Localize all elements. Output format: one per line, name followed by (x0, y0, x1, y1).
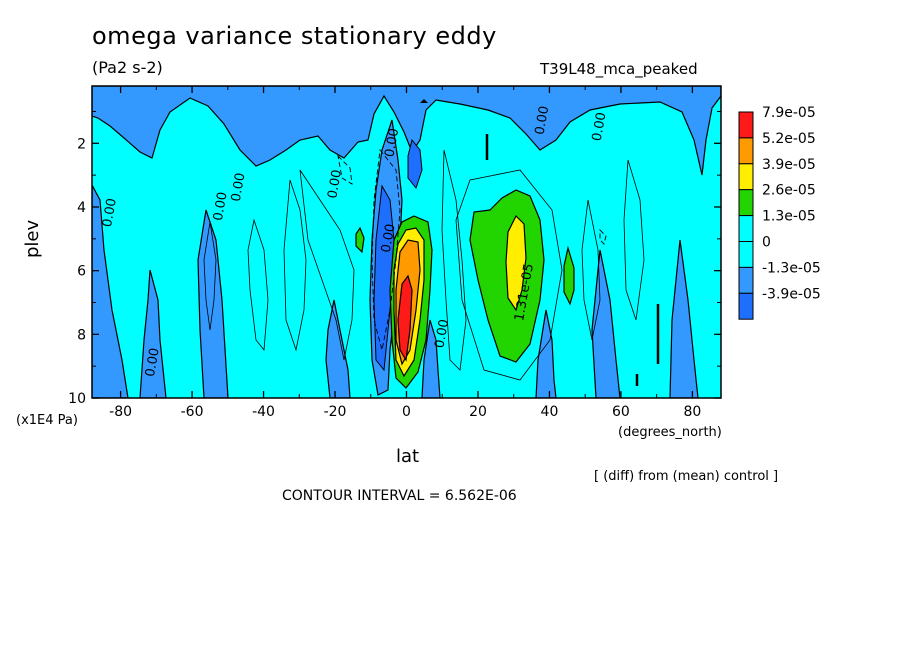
neg-region-minus18 (325, 299, 351, 398)
neg-region-plus5 (421, 319, 441, 398)
neg-region-far-west (92, 184, 129, 398)
colorbar-swatch (738, 292, 754, 320)
thin-contour-plus52 (581, 199, 601, 341)
colorbar-swatch (738, 266, 754, 294)
diff-note: [ (diff) from (mean) control ] (594, 469, 779, 484)
deep-neg-equator-west (373, 184, 395, 372)
thin-contour-minus30 (283, 179, 307, 352)
x-axis-label: lat (396, 446, 420, 467)
contour-label: 0.00 (379, 223, 399, 254)
x-tick-label: 0 (402, 404, 411, 420)
pos-region-minus13-green (355, 226, 365, 254)
contour-label: 0.00 (382, 127, 402, 158)
colorbar-label: -3.9e-05 (762, 286, 821, 302)
colorbar-swatch (738, 215, 754, 243)
neg-region-top-band (92, 86, 721, 176)
contour-label: 0.00 (100, 197, 120, 228)
colorbar-label: 1.3e-05 (762, 209, 816, 225)
colorbar-swatch (738, 241, 754, 268)
dashed-contour-small (599, 228, 607, 245)
x-axis-units: (degrees_north) (618, 425, 722, 440)
colorbar-label: 0 (762, 235, 771, 251)
contour-label: 0.00 (533, 105, 553, 136)
plot-area: 0.000.000.000.00 0.000.000.000.000.00 0.00… (92, 86, 721, 398)
pos-region-equator-red (397, 274, 413, 362)
contour-label-group: 0.000.000.000.00 0.000.000.000.000.00 0.00… (100, 105, 609, 378)
colorbar-swatch (738, 163, 754, 191)
colorbar-swatch (738, 137, 754, 165)
thin-contour-plus30-outer (455, 169, 563, 381)
y-axis-ticks: 2 4 6 8 10 (68, 110, 721, 407)
colorbar-swatch (738, 189, 754, 217)
y-tick-label: 4 (77, 200, 86, 216)
neg-region-minus60 (197, 209, 229, 398)
contour-label: 0.00 (325, 169, 345, 200)
contour-interval-text: CONTOUR INTERVAL = 6.562E-06 (282, 488, 517, 504)
dashed-contour-equator (371, 148, 401, 351)
x-axis-ticks: -80 -60 -40 -20 0 20 40 60 80 (109, 86, 701, 420)
colorbar-label: 5.2e-05 (762, 131, 816, 147)
contour-label: 0.00 (143, 347, 163, 378)
feature-mark-top (420, 99, 428, 103)
chart-title: omega variance stationary eddy (92, 22, 497, 50)
thin-contour-plus65 (623, 159, 645, 321)
neg-region-plus55 (591, 249, 621, 398)
x-tick-label: -40 (252, 404, 275, 420)
colorbar-label: 2.6e-05 (762, 183, 816, 199)
thin-contour-minus45 (247, 218, 269, 352)
contour-label: 0.00 (432, 318, 452, 349)
contour-label: 0.00 (211, 191, 231, 222)
contour-label: 0.00 (229, 172, 249, 203)
x-tick-label: 20 (469, 404, 487, 420)
contour-label: 0.00 (590, 111, 610, 142)
y-tick-label: 2 (77, 136, 86, 152)
thin-contour-plus12 (441, 149, 467, 371)
neg-region-plus72 (669, 239, 699, 398)
y-tick-label: 10 (68, 391, 86, 407)
colorbar-label: 3.9e-05 (762, 157, 816, 173)
thin-contour-minus20 (299, 169, 355, 361)
dashed-contour-upper (337, 154, 353, 185)
deep-neg-upper-core (407, 138, 423, 190)
x-tick-label: 40 (541, 404, 559, 420)
x-tick-label: 60 (612, 404, 630, 420)
y-tick-label: 6 (77, 264, 86, 280)
x-tick-label: -60 (181, 404, 204, 420)
x-tick-label: 80 (683, 404, 701, 420)
colorbar-label: -1.3e-05 (762, 260, 821, 276)
dataset-label: T39L48_mca_peaked (540, 60, 698, 78)
thin-contour-minus60 (203, 221, 217, 331)
colorbar-label: 7.9e-05 (762, 105, 816, 121)
colorbar: 7.9e-05 5.2e-05 3.9e-05 2.6e-05 1.3e-05 0 -1.3… (738, 105, 821, 320)
colorbar-swatch (738, 111, 754, 139)
y-tick-label: 8 (77, 327, 86, 343)
y-axis-units: (x1E4 Pa) (16, 413, 78, 428)
neg-region-minus70 (139, 269, 167, 398)
pos-region-plus30-yellow (505, 214, 527, 312)
pos-region-plus45-green (563, 245, 575, 306)
units-label: (Pa2 s-2) (92, 58, 163, 77)
neg-region-plus40 (535, 309, 557, 398)
x-tick-label: -20 (324, 404, 347, 420)
x-tick-label: -80 (109, 404, 132, 420)
